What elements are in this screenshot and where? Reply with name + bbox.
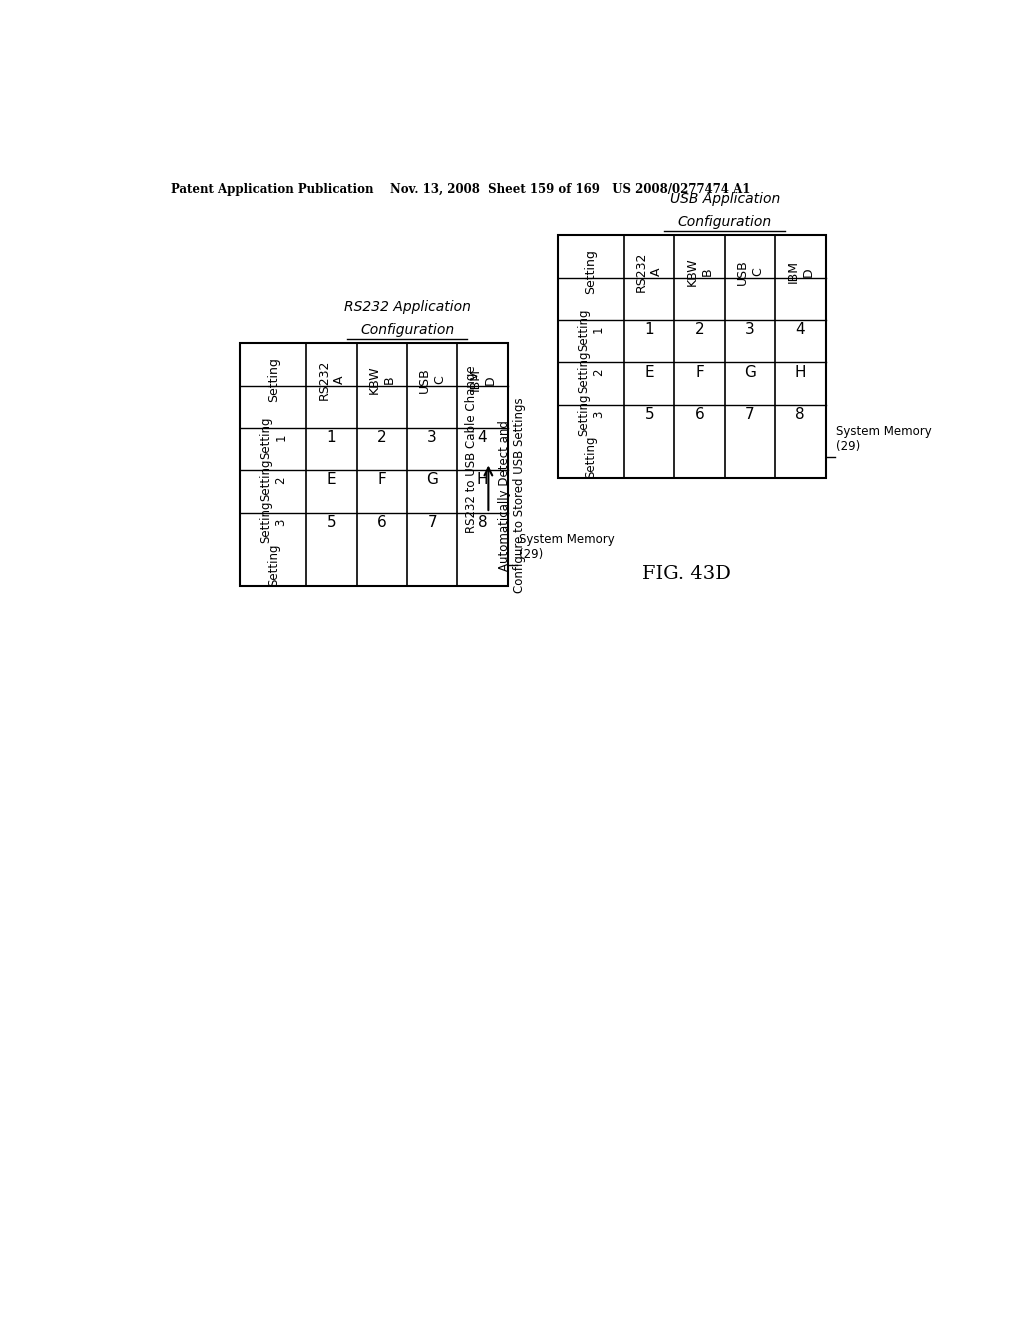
Text: System Memory
(29): System Memory (29) <box>518 533 614 561</box>
Text: Setting
1: Setting 1 <box>578 309 605 351</box>
Text: 2: 2 <box>377 430 387 445</box>
Text: 5: 5 <box>327 515 336 529</box>
Text: Configuration: Configuration <box>678 215 772 230</box>
Text: 1: 1 <box>327 430 336 445</box>
Text: 4: 4 <box>478 430 487 445</box>
Text: 2: 2 <box>694 322 705 337</box>
Text: IBM
D: IBM D <box>786 260 814 284</box>
Text: E: E <box>327 473 336 487</box>
Text: Setting: Setting <box>585 436 598 478</box>
Text: F: F <box>378 473 386 487</box>
Text: 4: 4 <box>796 322 805 337</box>
Text: Setting
3: Setting 3 <box>259 502 288 544</box>
Text: 8: 8 <box>478 515 487 529</box>
Text: G: G <box>744 364 756 380</box>
Text: 7: 7 <box>745 407 755 422</box>
Text: E: E <box>644 364 654 380</box>
Text: 3: 3 <box>745 322 755 337</box>
Text: H: H <box>477 473 488 487</box>
Text: Setting
3: Setting 3 <box>578 393 605 436</box>
Text: KBW
B: KBW B <box>368 366 396 395</box>
Text: 1: 1 <box>644 322 654 337</box>
Text: Setting
2: Setting 2 <box>259 458 288 502</box>
Text: Setting
2: Setting 2 <box>578 351 605 393</box>
Text: 5: 5 <box>644 407 654 422</box>
Bar <box>558 235 825 478</box>
Text: RS232
A: RS232 A <box>317 359 345 400</box>
Text: USB
C: USB C <box>418 367 446 392</box>
Text: Configuration: Configuration <box>360 323 454 337</box>
Text: RS232 Application: RS232 Application <box>344 300 470 314</box>
Text: RS232 to USB Cable Change: RS232 to USB Cable Change <box>465 366 478 533</box>
Text: 6: 6 <box>694 407 705 422</box>
Text: Setting: Setting <box>585 249 598 294</box>
Text: 7: 7 <box>427 515 437 529</box>
Text: System Memory
(29): System Memory (29) <box>837 425 932 453</box>
Text: KBW
B: KBW B <box>685 257 714 286</box>
Text: Setting: Setting <box>267 358 280 403</box>
Bar <box>241 343 508 586</box>
Text: F: F <box>695 364 703 380</box>
Text: FIG. 43D: FIG. 43D <box>642 565 730 583</box>
Text: 8: 8 <box>796 407 805 422</box>
Text: RS232
A: RS232 A <box>635 252 664 292</box>
Text: Automatically Detect and
Configure to Stored USB Settings: Automatically Detect and Configure to St… <box>498 397 525 593</box>
Text: 6: 6 <box>377 515 387 529</box>
Text: Setting
1: Setting 1 <box>259 416 288 459</box>
Text: Patent Application Publication    Nov. 13, 2008  Sheet 159 of 169   US 2008/0277: Patent Application Publication Nov. 13, … <box>171 183 750 197</box>
Text: H: H <box>795 364 806 380</box>
Text: IBM
D: IBM D <box>469 368 497 391</box>
Text: G: G <box>426 473 438 487</box>
Text: USB Application: USB Application <box>670 193 780 206</box>
Text: USB
C: USB C <box>736 259 764 285</box>
Text: 3: 3 <box>427 430 437 445</box>
Text: Setting: Setting <box>267 544 280 586</box>
